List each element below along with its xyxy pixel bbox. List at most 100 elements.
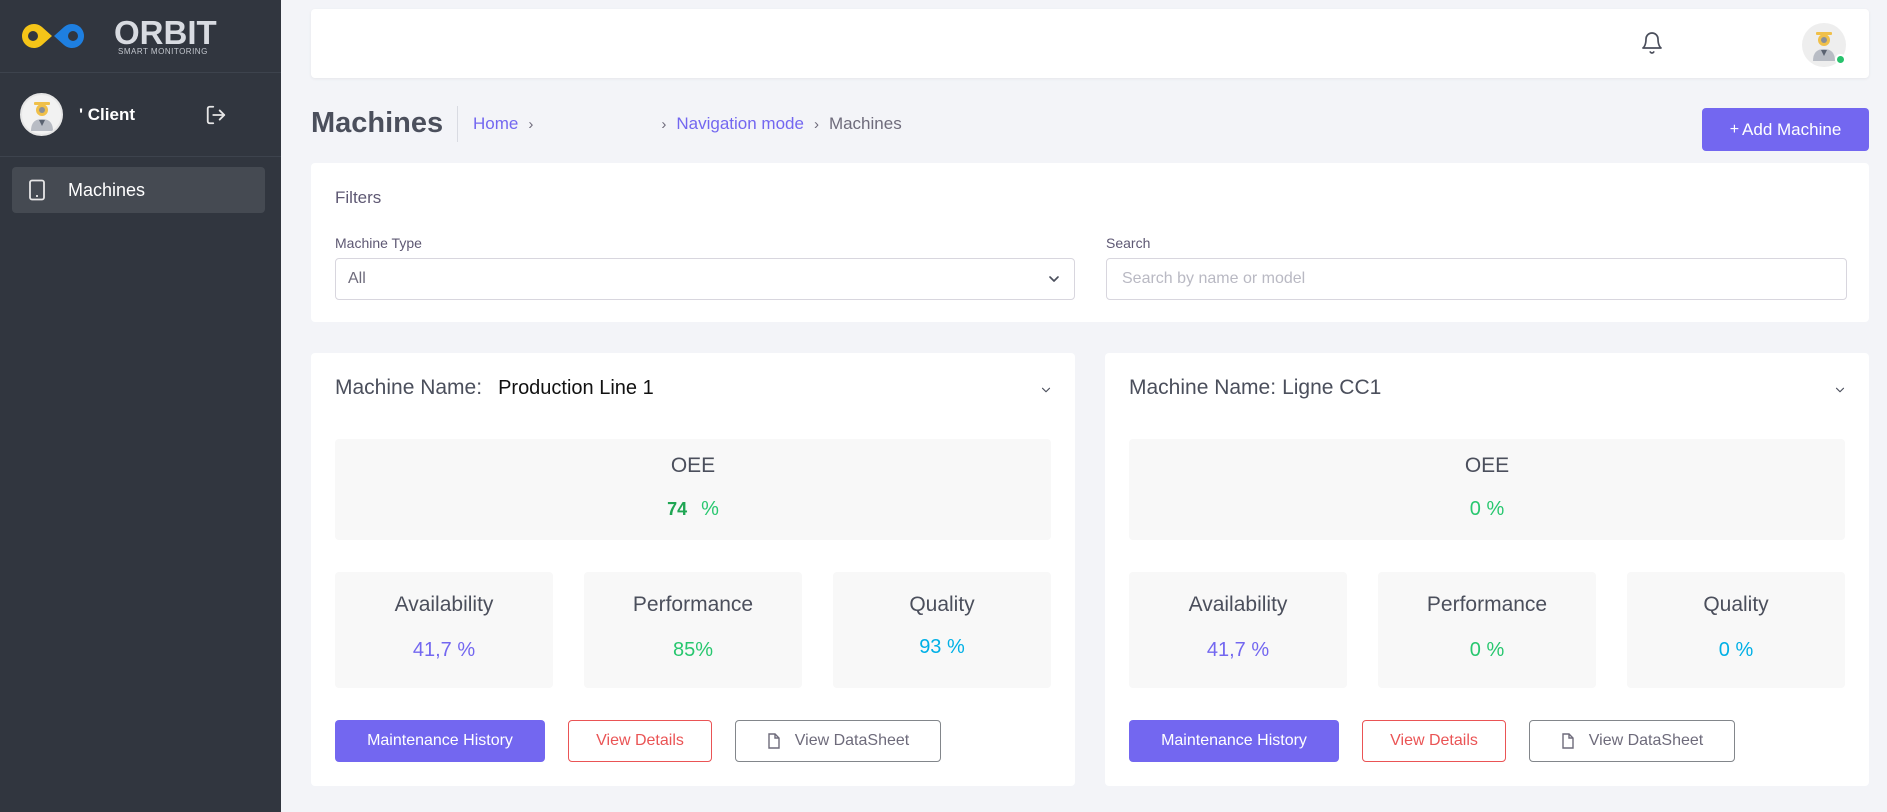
- oee-number: 0: [1469, 498, 1481, 520]
- sidebar-item-label: Machines: [68, 179, 146, 200]
- oee-unit: %: [701, 498, 719, 520]
- chevron-right-icon: ›: [813, 115, 819, 133]
- performance-value: 0 %: [1378, 639, 1596, 662]
- brand[interactable]: ORBIT SMART MONITORING: [0, 0, 281, 73]
- quality-panel: Quality 0 %: [1627, 572, 1845, 688]
- performance-value: 85%: [584, 639, 802, 662]
- sidebar: ORBIT SMART MONITORING ' Client Machines: [0, 0, 281, 812]
- breadcrumb: Home › › Navigation mode › Machines: [473, 114, 902, 134]
- search-input[interactable]: [1106, 258, 1847, 300]
- machine-name: Machine Name: Production Line 1: [335, 376, 654, 400]
- engineer-avatar-icon: [1813, 32, 1835, 61]
- performance-unit: %: [695, 639, 714, 661]
- chevron-right-icon: ›: [661, 115, 667, 133]
- machine-card: Machine Name: Ligne CC1 OEE 0 % Availabi…: [1105, 353, 1869, 786]
- chevron-down-icon[interactable]: [1833, 383, 1847, 397]
- performance-number: 0: [1469, 639, 1481, 661]
- availability-unit: %: [457, 639, 476, 661]
- view-datasheet-label: View DataSheet: [794, 732, 910, 749]
- brand-name: ORBIT: [114, 14, 217, 51]
- breadcrumb-home[interactable]: Home: [473, 114, 519, 133]
- quality-number: 93: [919, 636, 942, 658]
- oee-value: 0 %: [1129, 498, 1845, 521]
- file-icon: [1562, 733, 1574, 749]
- sidebar-item-machines[interactable]: Machines: [12, 167, 265, 213]
- availability-panel: Availability 41,7 %: [1129, 572, 1347, 688]
- engineer-avatar-icon: [30, 101, 53, 131]
- quality-label: Quality: [1703, 593, 1769, 616]
- performance-panel: Performance 85%: [584, 572, 802, 688]
- title-divider: [457, 106, 458, 142]
- chevron-right-icon: ›: [528, 115, 534, 133]
- quality-number: 0: [1718, 639, 1730, 661]
- performance-panel: Performance 0 %: [1378, 572, 1596, 688]
- machine-name-value: Production Line 1: [498, 377, 654, 399]
- oee-label: OEE: [670, 454, 716, 477]
- performance-unit: %: [1486, 639, 1505, 661]
- page-title: Machines: [311, 107, 444, 139]
- availability-number: 41,7: [412, 639, 452, 661]
- oee-value: 74%: [335, 498, 1051, 521]
- oee-unit: %: [1486, 498, 1505, 520]
- user-avatar[interactable]: [20, 93, 63, 136]
- machine-type-value: All: [348, 270, 366, 287]
- quality-value: 93 %: [833, 636, 1051, 659]
- breadcrumb-current: Machines: [828, 114, 902, 133]
- maintenance-history-button[interactable]: Maintenance History: [1129, 720, 1339, 762]
- machine-type-label: Machine Type: [335, 235, 422, 251]
- notification-bell-icon[interactable]: [1640, 30, 1664, 56]
- view-datasheet-button[interactable]: View DataSheet: [735, 720, 941, 762]
- tablet-icon: [29, 179, 45, 201]
- quality-panel: Quality 93 %: [833, 572, 1051, 688]
- availability-value: 41,7 %: [1129, 639, 1347, 662]
- availability-unit: %: [1251, 639, 1270, 661]
- machine-card: Machine Name: Production Line 1 OEE 74% …: [311, 353, 1075, 786]
- quality-label: Quality: [909, 593, 975, 616]
- search-label: Search: [1106, 235, 1151, 251]
- breadcrumb-navigation-mode[interactable]: Navigation mode: [676, 114, 804, 133]
- quality-unit: %: [947, 636, 965, 658]
- performance-label: Performance: [632, 593, 754, 616]
- machine-name-value: Ligne CC1: [1282, 376, 1382, 399]
- availability-label: Availability: [1188, 593, 1288, 616]
- orbit-logo-icon: [21, 23, 85, 49]
- oee-panel: OEE 0 %: [1129, 439, 1845, 540]
- plus-icon: +: [1729, 120, 1740, 138]
- add-machine-button[interactable]: + Add Machine: [1702, 108, 1869, 151]
- oee-label: OEE: [1464, 454, 1510, 477]
- add-machine-label: Add Machine: [1742, 119, 1842, 139]
- machine-name: Machine Name: Ligne CC1: [1129, 376, 1381, 400]
- chevron-down-icon[interactable]: [1039, 383, 1053, 397]
- machine-name-label: Machine Name:: [1129, 376, 1277, 399]
- view-details-button[interactable]: View Details: [1362, 720, 1506, 762]
- chevron-down-icon: [1049, 276, 1059, 282]
- file-icon: [768, 733, 780, 749]
- view-datasheet-button[interactable]: View DataSheet: [1529, 720, 1735, 762]
- availability-number: 41,7: [1206, 639, 1246, 661]
- machine-type-select[interactable]: All: [335, 258, 1075, 300]
- logout-icon[interactable]: [205, 104, 227, 126]
- user-name: ' Client: [79, 104, 135, 124]
- quality-unit: %: [1735, 639, 1754, 661]
- top-user-avatar[interactable]: [1802, 23, 1846, 67]
- filters-card: Filters Machine Type All Search: [311, 163, 1869, 322]
- performance-label: Performance: [1426, 593, 1548, 616]
- oee-number: 74: [667, 499, 688, 519]
- view-details-button[interactable]: View Details: [568, 720, 712, 762]
- card-actions: Maintenance History View Details View Da…: [335, 720, 941, 762]
- performance-number: 85: [672, 639, 696, 661]
- availability-value: 41,7 %: [335, 639, 553, 662]
- view-datasheet-label: View DataSheet: [1588, 732, 1704, 749]
- card-actions: Maintenance History View Details View Da…: [1129, 720, 1735, 762]
- oee-panel: OEE 74%: [335, 439, 1051, 540]
- filters-title: Filters: [335, 188, 382, 207]
- top-navbar: [311, 9, 1869, 78]
- brand-tagline: SMART MONITORING: [118, 47, 208, 56]
- availability-panel: Availability 41,7 %: [335, 572, 553, 688]
- online-status-dot: [1835, 54, 1846, 65]
- maintenance-history-button[interactable]: Maintenance History: [335, 720, 545, 762]
- availability-label: Availability: [394, 593, 494, 616]
- machine-name-label: Machine Name:: [335, 376, 483, 399]
- quality-value: 0 %: [1627, 639, 1845, 662]
- user-block: ' Client: [0, 73, 281, 157]
